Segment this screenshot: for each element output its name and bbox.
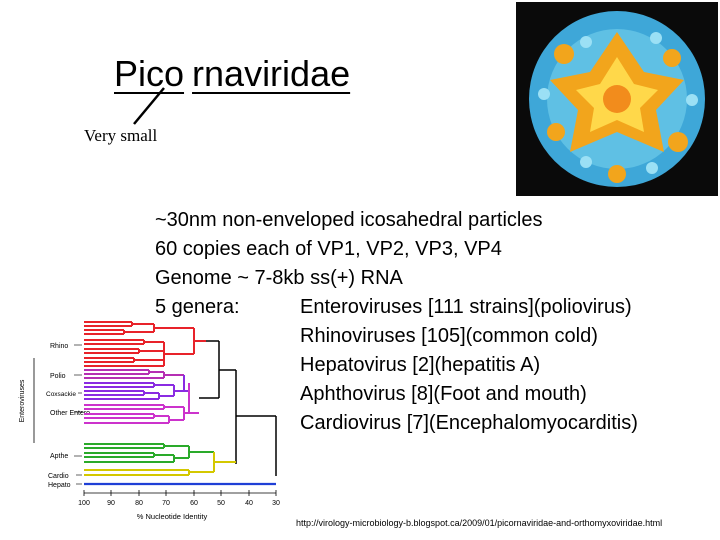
polio-clade <box>84 369 184 379</box>
group-label: Cardio <box>48 473 69 480</box>
text-line: Rhinoviruses [105](common cold) <box>155 322 598 351</box>
phylogenetic-tree: Enteroviruses Rhino Polio Coxsackie Othe… <box>19 321 280 521</box>
title-prefix: Pico <box>114 53 185 94</box>
line-detail: Aphthovirus [8](Foot and mouth) <box>300 383 587 405</box>
line-text: 5 genera: <box>155 296 240 318</box>
group-label: Rhino <box>50 343 68 350</box>
slide-title: Pico rnaviridae <box>114 52 350 96</box>
side-label: Enteroviruses <box>19 379 26 422</box>
tick-label: 90 <box>107 500 115 507</box>
title-suffix: rnaviridae <box>192 53 351 94</box>
x-axis-label: % Nucleotide Identity <box>137 512 208 521</box>
tick-label: 40 <box>245 500 253 507</box>
apthe-clade <box>84 443 214 463</box>
line-text: ~30nm non-enveloped icosahedral particle… <box>155 209 543 231</box>
group-label: Apthe <box>50 453 68 460</box>
tick-label: 80 <box>135 500 143 507</box>
virus-particle-image <box>516 2 718 196</box>
tick-label: 60 <box>190 500 198 507</box>
group-label: Other Entero <box>50 410 90 417</box>
line-text: 60 copies each of VP1, VP2, VP3, VP4 <box>155 238 502 260</box>
text-line: Cardiovirus [7](Encephalomyocarditis) <box>155 409 638 438</box>
tick-label: 30 <box>272 500 280 507</box>
x-axis <box>83 490 277 496</box>
text-line: Hepatovirus [2](hepatitis A) <box>155 351 542 380</box>
tick-label: 50 <box>217 500 225 507</box>
group-label: Coxsackie <box>46 391 76 398</box>
text-line: ~30nm non-enveloped icosahedral particle… <box>155 206 542 235</box>
text-line: Aphthovirus [8](Foot and mouth) <box>155 380 587 409</box>
rhino-clade <box>84 321 206 367</box>
annotation-label: Very small <box>84 126 158 145</box>
line-detail: Rhinoviruses [105](common cold) <box>300 325 598 347</box>
other-entero-clade <box>84 383 199 424</box>
body-text: ~30nm non-enveloped icosahedral particle… <box>155 206 638 438</box>
group-label: Polio <box>50 373 66 380</box>
text-line: 60 copies each of VP1, VP2, VP3, VP4 <box>155 235 542 264</box>
tick-label: 70 <box>162 500 170 507</box>
group-label: Hepato <box>48 482 71 489</box>
coxsackie-clade <box>84 375 189 400</box>
source-link[interactable]: http://virology-microbiology-b.blogspot.… <box>296 518 663 528</box>
text-line: 5 genera: Enteroviruses [111 strains](pol… <box>155 293 632 322</box>
line-text: Genome ~ 7-8kb ss(+) RNA <box>155 267 403 289</box>
line-detail: Cardiovirus [7](Encephalomyocarditis) <box>300 412 638 434</box>
line-detail: Enteroviruses [111 strains](poliovirus) <box>300 296 632 318</box>
pointer-line <box>133 87 165 125</box>
text-line: Genome ~ 7-8kb ss(+) RNA <box>155 264 542 293</box>
tick-label: 100 <box>78 500 90 507</box>
line-detail: Hepatovirus [2](hepatitis A) <box>300 354 541 376</box>
cardio-clade <box>84 452 236 476</box>
